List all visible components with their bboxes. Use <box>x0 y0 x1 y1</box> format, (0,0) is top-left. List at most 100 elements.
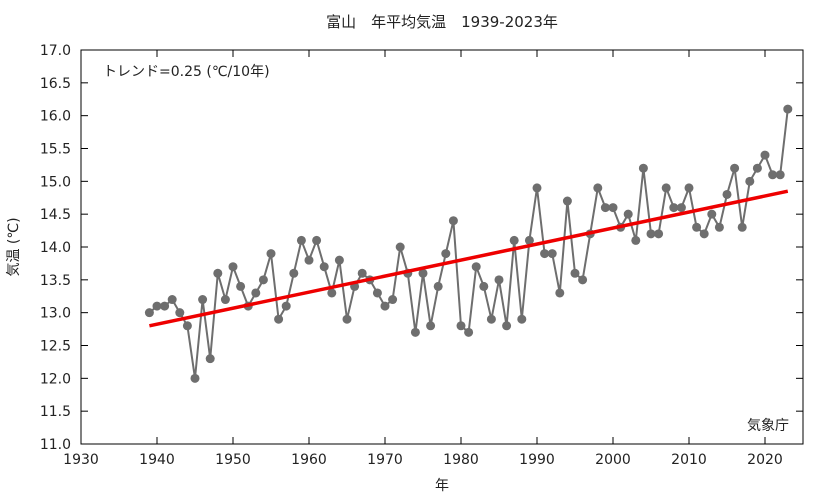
data-point <box>236 281 246 291</box>
data-point <box>456 321 466 331</box>
x-tick-label: 1950 <box>215 452 251 468</box>
data-point <box>198 295 208 305</box>
data-point <box>555 288 565 298</box>
data-point <box>775 170 785 180</box>
data-point <box>722 189 732 199</box>
y-tick-label: 14.0 <box>40 240 71 256</box>
data-point <box>494 275 504 285</box>
data-point <box>593 183 603 193</box>
data-point <box>661 183 671 193</box>
y-axis: 11.0 11.5 12.0 12.5 13.0 13.5 14.0 14.5 15.0 15.5… <box>40 43 803 453</box>
data-point <box>228 262 238 272</box>
data-point <box>684 183 694 193</box>
data-point <box>760 150 770 160</box>
data-point <box>464 327 474 337</box>
data-point <box>327 288 337 298</box>
y-tick-label: 15.0 <box>40 174 71 190</box>
data-point <box>289 268 299 278</box>
x-tick-label: 1990 <box>519 452 555 468</box>
data-point <box>730 163 740 173</box>
data-point <box>380 301 390 311</box>
x-tick-label: 1980 <box>443 452 479 468</box>
data-point <box>144 308 154 318</box>
data-point <box>562 196 572 206</box>
data-point <box>752 163 762 173</box>
x-tick-label: 2020 <box>747 452 783 468</box>
data-point <box>274 314 284 324</box>
series-line <box>148 108 789 379</box>
data-point <box>532 183 542 193</box>
data-point <box>646 229 656 239</box>
x-tick-label: 2010 <box>671 452 707 468</box>
data-point <box>707 209 717 219</box>
x-tick-label: 1930 <box>63 452 99 468</box>
data-point <box>608 203 618 213</box>
y-tick-label: 12.0 <box>40 371 71 387</box>
data-point <box>426 321 436 331</box>
data-point <box>182 321 192 331</box>
data-point <box>502 321 512 331</box>
source-label: 気象庁 <box>747 418 789 434</box>
data-point <box>296 235 306 245</box>
data-point <box>471 262 481 272</box>
x-tick-label: 2000 <box>595 452 631 468</box>
data-point <box>600 203 610 213</box>
data-point <box>669 203 679 213</box>
x-axis-label: 年 <box>435 478 449 494</box>
data-point <box>281 301 291 311</box>
data-point <box>167 295 177 305</box>
data-point <box>418 268 428 278</box>
data-point <box>547 249 557 259</box>
x-axis: 1930 1940 1950 1960 1970 1980 1990 2000 2010 2020 <box>63 50 783 468</box>
data-point <box>524 235 534 245</box>
y-tick-label: 11.5 <box>40 404 71 420</box>
data-point <box>220 295 230 305</box>
data-point <box>486 314 496 324</box>
y-tick-label: 16.0 <box>40 109 71 125</box>
data-point <box>623 209 633 219</box>
data-point <box>654 229 664 239</box>
data-point <box>395 242 405 252</box>
x-tick-label: 1940 <box>139 452 175 468</box>
data-point <box>509 235 519 245</box>
data-point <box>160 301 170 311</box>
data-point <box>205 354 215 364</box>
y-tick-label: 14.5 <box>40 207 71 223</box>
data-point <box>213 268 223 278</box>
data-point <box>152 301 162 311</box>
data-point <box>631 235 641 245</box>
data-point <box>266 249 276 259</box>
data-point <box>433 281 443 291</box>
trend-layer <box>149 189 789 328</box>
plot-frame <box>80 49 804 445</box>
data-point <box>410 327 420 337</box>
y-tick-label: 17.0 <box>40 43 71 59</box>
data-point <box>745 176 755 186</box>
data-point <box>448 216 458 226</box>
data-point <box>578 275 588 285</box>
data-point <box>251 288 261 298</box>
data-point <box>372 288 382 298</box>
data-point <box>714 222 724 232</box>
series-layer <box>144 104 793 383</box>
trend-label: トレンド=0.25 (℃/10年) <box>103 64 270 80</box>
data-point <box>479 281 489 291</box>
data-point <box>258 275 268 285</box>
y-tick-label: 12.5 <box>40 339 71 355</box>
data-point <box>517 314 527 324</box>
data-point <box>304 255 314 265</box>
data-point <box>190 373 200 383</box>
data-point <box>334 255 344 265</box>
y-tick-label: 13.5 <box>40 273 71 289</box>
data-point <box>783 104 793 114</box>
data-point <box>312 235 322 245</box>
data-point <box>540 249 550 259</box>
data-point <box>342 314 352 324</box>
data-point <box>441 249 451 259</box>
data-point <box>319 262 329 272</box>
y-tick-label: 13.0 <box>40 306 71 322</box>
x-tick-label: 1970 <box>367 452 403 468</box>
data-point <box>768 170 778 180</box>
data-point <box>737 222 747 232</box>
